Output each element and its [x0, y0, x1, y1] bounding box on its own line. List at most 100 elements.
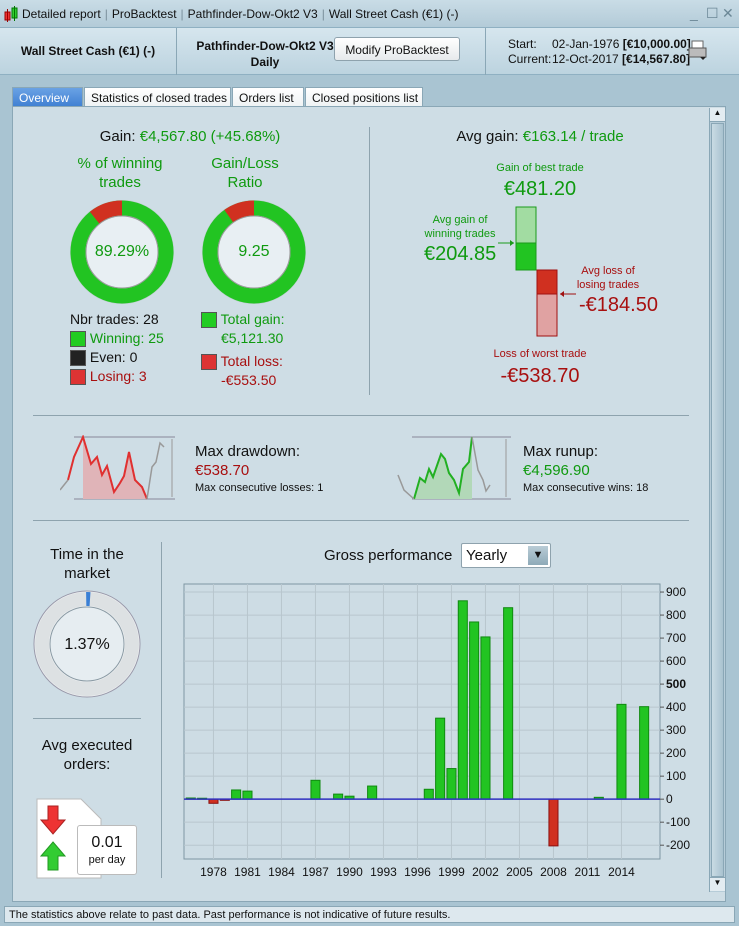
x-tick-label: 2005 [506, 865, 533, 879]
header-divider [485, 28, 486, 75]
tab-overview[interactable]: Overview [12, 87, 83, 107]
total-loss-swatch [201, 354, 217, 371]
bar-2002 [480, 636, 491, 800]
avg-orders-value: 0.01 [91, 834, 123, 851]
x-tick-label: 1984 [268, 865, 295, 879]
runup-value: €4,596.90 [523, 462, 590, 479]
best-trade-label: Gain of best trade [496, 162, 584, 174]
time-arc [34, 592, 139, 696]
tab-orders-list[interactable]: Orders list [232, 87, 304, 107]
start-date: 02-Jan-1976 [552, 37, 620, 51]
total-gain-label: Total gain: [220, 311, 285, 327]
bar-2014 [616, 703, 627, 800]
period-select[interactable]: Yearly ▼ [461, 543, 551, 568]
tab-closed-positions-list[interactable]: Closed positions list [305, 87, 423, 107]
x-tick-label: 1978 [200, 865, 227, 879]
y-tick-label: -100 [666, 815, 690, 829]
ratio-title: Gain/Loss Ratio [211, 155, 279, 191]
scroll-up-button[interactable]: ▲ [710, 108, 725, 122]
section-divider [369, 127, 370, 395]
x-tick-label: 1990 [336, 865, 363, 879]
modify-probacktest-button[interactable]: Modify ProBacktest [334, 37, 460, 61]
ratio-ring [202, 200, 306, 304]
orders-value-card: 0.01 per day [77, 825, 137, 875]
current-date: 12-Oct-2017 [552, 52, 619, 66]
winning-swatch [70, 331, 86, 348]
x-tick-label: 2002 [472, 865, 499, 879]
disclaimer-footer: The statistics above relate to past data… [4, 906, 735, 923]
winning-ring [70, 200, 174, 304]
timeframe: Daily [250, 55, 280, 69]
bar-2000 [457, 600, 468, 800]
period-selected: Yearly [466, 547, 508, 564]
even-swatch [70, 350, 86, 367]
title-report: Detailed report [22, 7, 101, 21]
current-value: [€14,567.80] [622, 52, 691, 66]
bar-1998 [435, 717, 446, 800]
y-tick-label: 600 [666, 654, 686, 668]
bar-1999 [446, 768, 457, 800]
title-module: ProBacktest [111, 7, 177, 21]
section-divider [161, 542, 162, 878]
time-in-market-label: Time in the market [50, 546, 124, 582]
bar-2016 [639, 706, 650, 800]
total-gain-swatch [201, 312, 217, 329]
bar-1981 [242, 790, 253, 800]
worst-trade-label: Loss of worst trade [493, 348, 587, 360]
avg-loss-value: -€184.50 [579, 294, 658, 316]
time-in-market-value: 1.37% [64, 636, 110, 653]
y-tick-label: -200 [666, 838, 690, 852]
y-tick-label: 0 [666, 792, 673, 806]
header-divider [176, 28, 177, 75]
bar-2004 [503, 607, 514, 800]
bar-1980 [231, 789, 242, 800]
maximize-button[interactable]: ☐ [706, 5, 719, 21]
instrument-name: Wall Street Cash (€1) (-) [20, 44, 156, 58]
y-tick-label: 400 [666, 700, 686, 714]
gain-value: €4,567.80 (+45.68%) [139, 128, 281, 145]
start-label: Start: [508, 37, 537, 51]
section-divider [33, 520, 689, 521]
even-count: Even: 0 [89, 349, 138, 365]
winning-title: % of winning trades [77, 155, 163, 191]
section-divider [33, 718, 141, 719]
avg-loss-label: Avg loss of losing trades [576, 265, 640, 291]
total-loss-label: Total loss: [220, 353, 283, 369]
drawdown-value: €538.70 [195, 462, 250, 479]
y-tick-label: 300 [666, 723, 686, 737]
title-separator: | [321, 7, 325, 21]
avg-orders-label: Avg executed orders: [41, 737, 133, 773]
scroll-down-button[interactable]: ▼ [710, 877, 725, 891]
ratio-value: 9.25 [238, 243, 270, 260]
plot-area [183, 583, 661, 860]
total-gain: €5,121.30 [221, 330, 284, 346]
title-separator: | [180, 7, 184, 21]
consec-losses: Max consecutive losses: 1 [195, 482, 324, 494]
start-value: [€10,000.00] [622, 37, 691, 51]
title-separator: | [104, 7, 108, 21]
app-logo-icon [4, 6, 18, 22]
losing-swatch [70, 369, 86, 386]
winning-pct: 89.29% [94, 243, 150, 260]
x-tick-label: 1996 [404, 865, 431, 879]
best-trade-value: €481.20 [503, 178, 577, 200]
x-tick-label: 1999 [438, 865, 465, 879]
vertical-scrollbar[interactable]: ▲ ▼ [709, 108, 725, 892]
gross-performance-label: Gross performance [324, 547, 453, 564]
close-button[interactable]: ✕ [722, 5, 734, 21]
loss-arc [202, 200, 306, 304]
trade-range-graphic [498, 206, 576, 337]
current-label: Current: [508, 52, 552, 66]
x-tick-label: 1993 [370, 865, 397, 879]
title-system: Pathfinder-Dow-Okt2 V3 [187, 7, 318, 21]
time-in-market-ring [33, 590, 141, 698]
title-instrument: Wall Street Cash (€1) (-) [328, 7, 459, 21]
losing-count: Losing: 3 [89, 368, 147, 384]
x-tick-label: 2011 [575, 865, 601, 879]
minimize-button[interactable]: _ [690, 5, 698, 21]
system-name: Pathfinder-Dow-Okt2 V3 [196, 39, 334, 53]
scroll-thumb[interactable] [711, 123, 724, 877]
tab-statistics-closed-trades[interactable]: Statistics of closed trades [84, 87, 231, 107]
print-icon[interactable] [688, 40, 708, 62]
bar-1987 [310, 779, 321, 800]
